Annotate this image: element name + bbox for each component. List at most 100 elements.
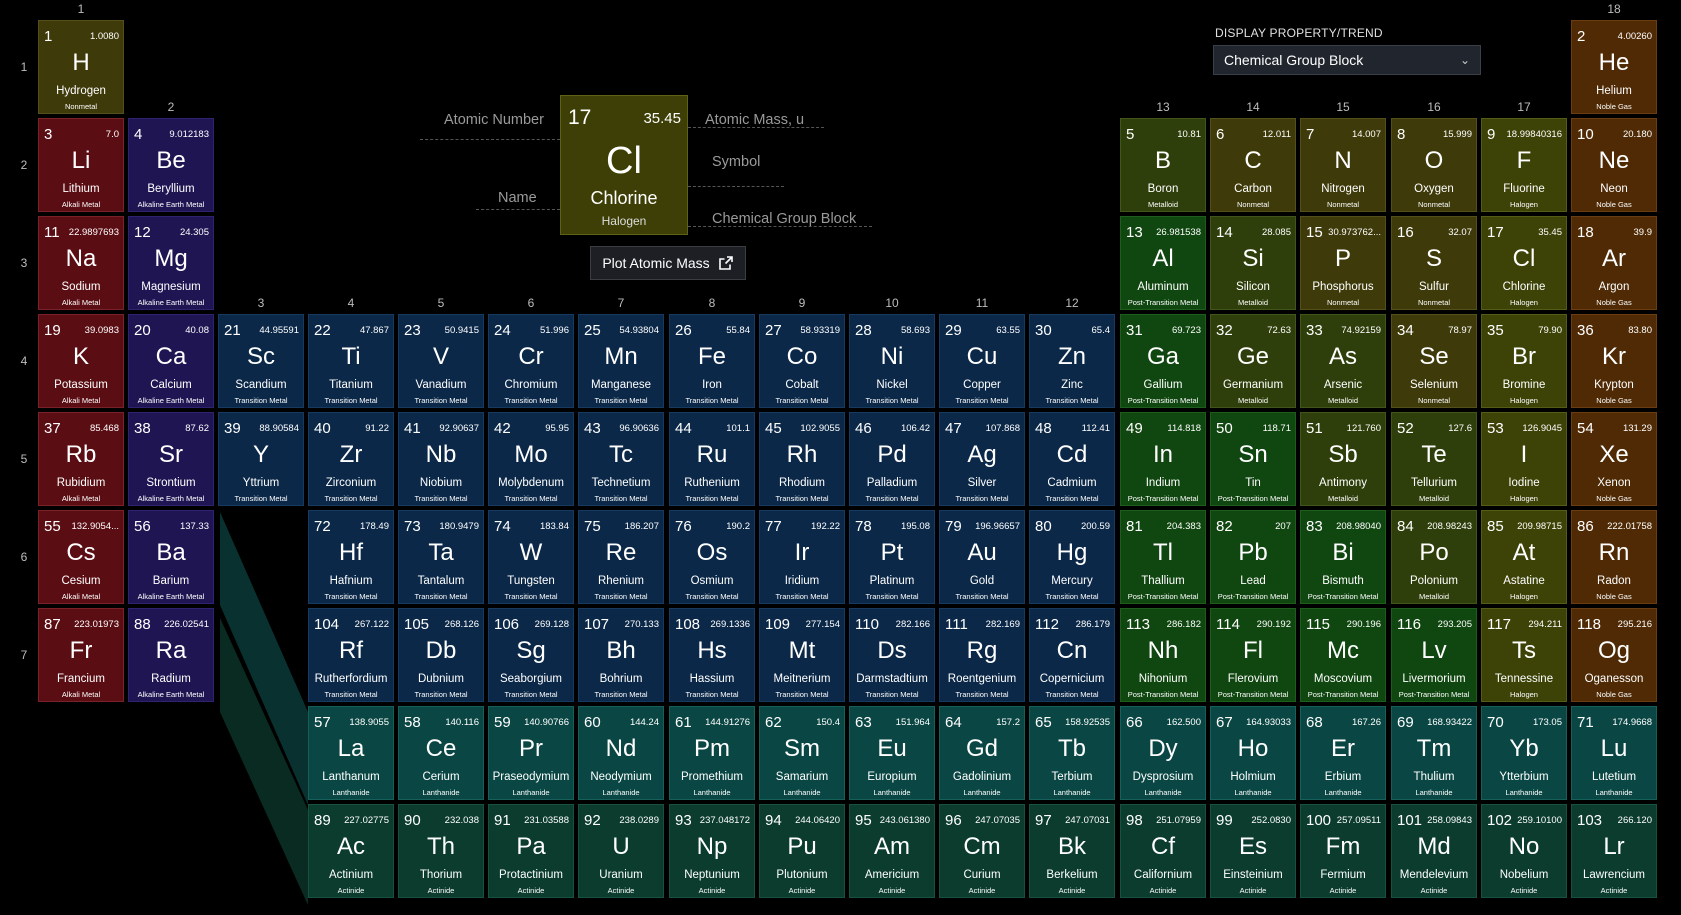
element-cell-bi[interactable]: 83 208.98040 Bi Bismuth Post-Transition Meta…: [1300, 510, 1386, 604]
element-cell-ir[interactable]: 77 192.22 Ir Iridium Transition Metal: [759, 510, 845, 604]
element-cell-nd[interactable]: 60 144.24 Nd Neodymium Lanthanide: [578, 706, 664, 800]
element-cell-k[interactable]: 19 39.0983 K Potassium Alkali Metal: [38, 314, 124, 408]
element-cell-p[interactable]: 15 30.973762... P Phosphorus Nonmetal: [1300, 216, 1386, 310]
element-cell-se[interactable]: 34 78.97 Se Selenium Nonmetal: [1391, 314, 1477, 408]
element-cell-lr[interactable]: 103 266.120 Lr Lawrencium Actinide: [1571, 804, 1657, 898]
element-cell-ga[interactable]: 31 69.723 Ga Gallium Post-Transition Metal: [1120, 314, 1206, 408]
element-cell-s[interactable]: 16 32.07 S Sulfur Nonmetal: [1391, 216, 1477, 310]
element-cell-co[interactable]: 27 58.93319 Co Cobalt Transition Metal: [759, 314, 845, 408]
element-cell-rf[interactable]: 104 267.122 Rf Rutherfordium Transition Meta…: [308, 608, 394, 702]
element-cell-pb[interactable]: 82 207 Pb Lead Post-Transition Metal: [1210, 510, 1296, 604]
element-cell-sc[interactable]: 21 44.95591 Sc Scandium Transition Metal: [218, 314, 304, 408]
element-cell-fm[interactable]: 100 257.09511 Fm Fermium Actinide: [1300, 804, 1386, 898]
element-cell-sm[interactable]: 62 150.4 Sm Samarium Lanthanide: [759, 706, 845, 800]
element-cell-nb[interactable]: 41 92.90637 Nb Niobium Transition Metal: [398, 412, 484, 506]
element-cell-cd[interactable]: 48 112.41 Cd Cadmium Transition Metal: [1029, 412, 1115, 506]
element-cell-ts[interactable]: 117 294.211 Ts Tennessine Halogen: [1481, 608, 1567, 702]
element-cell-fe[interactable]: 26 55.84 Fe Iron Transition Metal: [669, 314, 755, 408]
element-cell-tl[interactable]: 81 204.383 Tl Thallium Post-Transition Metal: [1120, 510, 1206, 604]
element-cell-rn[interactable]: 86 222.01758 Rn Radon Noble Gas: [1571, 510, 1657, 604]
element-cell-in[interactable]: 49 114.818 In Indium Post-Transition Metal: [1120, 412, 1206, 506]
element-cell-ge[interactable]: 32 72.63 Ge Germanium Metalloid: [1210, 314, 1296, 408]
element-cell-mc[interactable]: 115 290.196 Mc Moscovium Post-Transition Met…: [1300, 608, 1386, 702]
element-cell-pt[interactable]: 78 195.08 Pt Platinum Transition Metal: [849, 510, 935, 604]
element-cell-o[interactable]: 8 15.999 O Oxygen Nonmetal: [1391, 118, 1477, 212]
element-cell-hg[interactable]: 80 200.59 Hg Mercury Transition Metal: [1029, 510, 1115, 604]
element-cell-pu[interactable]: 94 244.06420 Pu Plutonium Actinide: [759, 804, 845, 898]
element-cell-cl[interactable]: 17 35.45 Cl Chlorine Halogen: [1481, 216, 1567, 310]
element-cell-md[interactable]: 101 258.09843 Md Mendelevium Actinide: [1391, 804, 1477, 898]
element-cell-be[interactable]: 4 9.012183 Be Beryllium Alkaline Earth Metal: [128, 118, 214, 212]
element-cell-rg[interactable]: 111 282.169 Rg Roentgenium Transition Metal: [939, 608, 1025, 702]
element-cell-cr[interactable]: 24 51.996 Cr Chromium Transition Metal: [488, 314, 574, 408]
element-cell-lu[interactable]: 71 174.9668 Lu Lutetium Lanthanide: [1571, 706, 1657, 800]
element-cell-hs[interactable]: 108 269.1336 Hs Hassium Transition Metal: [669, 608, 755, 702]
element-cell-te[interactable]: 52 127.6 Te Tellurium Metalloid: [1391, 412, 1477, 506]
element-cell-mo[interactable]: 42 95.95 Mo Molybdenum Transition Metal: [488, 412, 574, 506]
element-cell-os[interactable]: 76 190.2 Os Osmium Transition Metal: [669, 510, 755, 604]
element-cell-ds[interactable]: 110 282.166 Ds Darmstadtium Transition Metal: [849, 608, 935, 702]
element-cell-es[interactable]: 99 252.0830 Es Einsteinium Actinide: [1210, 804, 1296, 898]
element-cell-w[interactable]: 74 183.84 W Tungsten Transition Metal: [488, 510, 574, 604]
element-cell-c[interactable]: 6 12.011 C Carbon Nonmetal: [1210, 118, 1296, 212]
plot-atomic-mass-button[interactable]: Plot Atomic Mass: [590, 246, 746, 280]
element-cell-ne[interactable]: 10 20.180 Ne Neon Noble Gas: [1571, 118, 1657, 212]
element-cell-bh[interactable]: 107 270.133 Bh Bohrium Transition Metal: [578, 608, 664, 702]
element-cell-kr[interactable]: 36 83.80 Kr Krypton Noble Gas: [1571, 314, 1657, 408]
element-cell-v[interactable]: 23 50.9415 V Vanadium Transition Metal: [398, 314, 484, 408]
element-cell-er[interactable]: 68 167.26 Er Erbium Lanthanide: [1300, 706, 1386, 800]
element-cell-ac[interactable]: 89 227.02775 Ac Actinium Actinide: [308, 804, 394, 898]
element-cell-og[interactable]: 118 295.216 Og Oganesson Noble Gas: [1571, 608, 1657, 702]
element-cell-ag[interactable]: 47 107.868 Ag Silver Transition Metal: [939, 412, 1025, 506]
element-cell-la[interactable]: 57 138.9055 La Lanthanum Lanthanide: [308, 706, 394, 800]
element-cell-cn[interactable]: 112 286.179 Cn Copernicium Transition Metal: [1029, 608, 1115, 702]
element-cell-xe[interactable]: 54 131.29 Xe Xenon Noble Gas: [1571, 412, 1657, 506]
element-cell-au[interactable]: 79 196.96657 Au Gold Transition Metal: [939, 510, 1025, 604]
element-cell-rh[interactable]: 45 102.9055 Rh Rhodium Transition Metal: [759, 412, 845, 506]
element-cell-zn[interactable]: 30 65.4 Zn Zinc Transition Metal: [1029, 314, 1115, 408]
element-cell-tb[interactable]: 65 158.92535 Tb Terbium Lanthanide: [1029, 706, 1115, 800]
element-cell-cm[interactable]: 96 247.07035 Cm Curium Actinide: [939, 804, 1025, 898]
element-cell-li[interactable]: 3 7.0 Li Lithium Alkali Metal: [38, 118, 124, 212]
element-cell-pd[interactable]: 46 106.42 Pd Palladium Transition Metal: [849, 412, 935, 506]
element-cell-pr[interactable]: 59 140.90766 Pr Praseodymium Lanthanide: [488, 706, 574, 800]
element-cell-po[interactable]: 84 208.98243 Po Polonium Metalloid: [1391, 510, 1477, 604]
element-cell-bk[interactable]: 97 247.07031 Bk Berkelium Actinide: [1029, 804, 1115, 898]
element-cell-yb[interactable]: 70 173.05 Yb Ytterbium Lanthanide: [1481, 706, 1567, 800]
element-cell-sg[interactable]: 106 269.128 Sg Seaborgium Transition Metal: [488, 608, 574, 702]
element-cell-mg[interactable]: 12 24.305 Mg Magnesium Alkaline Earth Metal: [128, 216, 214, 310]
element-cell-ru[interactable]: 44 101.1 Ru Ruthenium Transition Metal: [669, 412, 755, 506]
element-cell-ho[interactable]: 67 164.93033 Ho Holmium Lanthanide: [1210, 706, 1296, 800]
element-cell-nh[interactable]: 113 286.182 Nh Nihonium Post-Transition Meta…: [1120, 608, 1206, 702]
element-cell-al[interactable]: 13 26.981538 Al Aluminum Post-Transition Met…: [1120, 216, 1206, 310]
element-cell-i[interactable]: 53 126.9045 I Iodine Halogen: [1481, 412, 1567, 506]
element-cell-si[interactable]: 14 28.085 Si Silicon Metalloid: [1210, 216, 1296, 310]
element-cell-np[interactable]: 93 237.048172 Np Neptunium Actinide: [669, 804, 755, 898]
element-cell-dy[interactable]: 66 162.500 Dy Dysprosium Lanthanide: [1120, 706, 1206, 800]
element-cell-ni[interactable]: 28 58.693 Ni Nickel Transition Metal: [849, 314, 935, 408]
element-cell-am[interactable]: 95 243.061380 Am Americium Actinide: [849, 804, 935, 898]
element-cell-h[interactable]: 1 1.0080 H Hydrogen Nonmetal: [38, 20, 124, 114]
element-cell-cf[interactable]: 98 251.07959 Cf Californium Actinide: [1120, 804, 1206, 898]
element-cell-ba[interactable]: 56 137.33 Ba Barium Alkaline Earth Metal: [128, 510, 214, 604]
element-cell-pm[interactable]: 61 144.91276 Pm Promethium Lanthanide: [669, 706, 755, 800]
element-cell-sb[interactable]: 51 121.760 Sb Antimony Metalloid: [1300, 412, 1386, 506]
element-cell-cu[interactable]: 29 63.55 Cu Copper Transition Metal: [939, 314, 1025, 408]
element-cell-sn[interactable]: 50 118.71 Sn Tin Post-Transition Metal: [1210, 412, 1296, 506]
element-cell-re[interactable]: 75 186.207 Re Rhenium Transition Metal: [578, 510, 664, 604]
element-cell-hf[interactable]: 72 178.49 Hf Hafnium Transition Metal: [308, 510, 394, 604]
element-cell-no[interactable]: 102 259.10100 No Nobelium Actinide: [1481, 804, 1567, 898]
element-cell-zr[interactable]: 40 91.22 Zr Zirconium Transition Metal: [308, 412, 394, 506]
element-cell-f[interactable]: 9 18.99840316 F Fluorine Halogen: [1481, 118, 1567, 212]
element-cell-ra[interactable]: 88 226.02541 Ra Radium Alkaline Earth Metal: [128, 608, 214, 702]
element-cell-he[interactable]: 2 4.00260 He Helium Noble Gas: [1571, 20, 1657, 114]
element-cell-ta[interactable]: 73 180.9479 Ta Tantalum Transition Metal: [398, 510, 484, 604]
element-cell-at[interactable]: 85 209.98715 At Astatine Halogen: [1481, 510, 1567, 604]
element-cell-rb[interactable]: 37 85.468 Rb Rubidium Alkali Metal: [38, 412, 124, 506]
display-property-dropdown[interactable]: Chemical Group Block ⌄: [1213, 45, 1481, 75]
element-cell-ca[interactable]: 20 40.08 Ca Calcium Alkaline Earth Metal: [128, 314, 214, 408]
element-cell-cs[interactable]: 55 132.9054... Cs Cesium Alkali Metal: [38, 510, 124, 604]
element-cell-pa[interactable]: 91 231.03588 Pa Protactinium Actinide: [488, 804, 574, 898]
element-cell-ce[interactable]: 58 140.116 Ce Cerium Lanthanide: [398, 706, 484, 800]
element-cell-th[interactable]: 90 232.038 Th Thorium Actinide: [398, 804, 484, 898]
